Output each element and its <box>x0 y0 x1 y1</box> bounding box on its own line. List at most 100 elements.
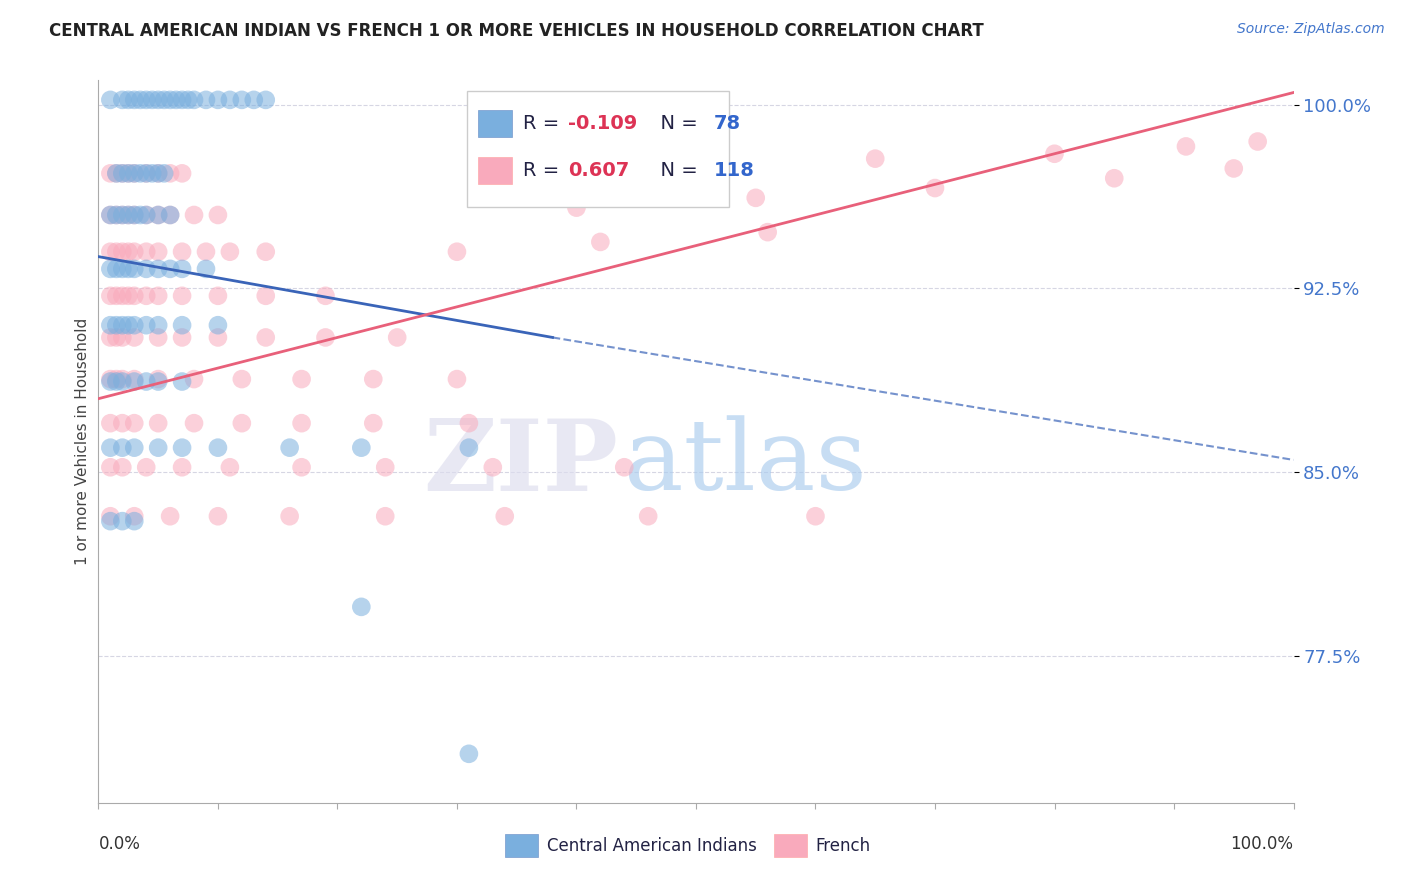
Point <box>111 166 134 180</box>
Point <box>374 509 396 524</box>
Point <box>219 460 242 475</box>
Point <box>98 375 122 389</box>
Point <box>172 441 194 455</box>
Point <box>685 159 707 173</box>
Point <box>291 460 314 475</box>
Point <box>135 244 157 259</box>
Point <box>124 261 146 276</box>
Point <box>804 509 827 524</box>
Point <box>135 375 157 389</box>
Point <box>111 166 134 180</box>
Point <box>124 441 146 455</box>
Point <box>98 166 122 180</box>
Point <box>135 318 157 333</box>
Text: Central American Indians: Central American Indians <box>547 838 756 855</box>
Point <box>159 208 181 222</box>
Point <box>153 166 176 180</box>
Point <box>172 244 194 259</box>
Point <box>105 166 128 180</box>
Point <box>172 330 194 344</box>
Point <box>135 261 157 276</box>
Point <box>117 208 139 222</box>
Point <box>111 416 134 430</box>
Point <box>183 416 205 430</box>
Point <box>117 289 139 303</box>
Point <box>159 261 181 276</box>
Point <box>278 509 301 524</box>
Point <box>1175 139 1198 153</box>
Point <box>117 244 139 259</box>
Point <box>124 372 146 386</box>
Point <box>124 208 146 222</box>
Point <box>207 318 229 333</box>
Point <box>254 93 277 107</box>
Text: French: French <box>815 838 870 855</box>
Point <box>117 208 139 222</box>
Point <box>111 441 134 455</box>
Point <box>494 509 516 524</box>
Text: ZIP: ZIP <box>423 415 619 512</box>
Point <box>111 375 134 389</box>
Point <box>98 244 122 259</box>
Point <box>124 208 146 222</box>
Point <box>98 509 122 524</box>
Point <box>637 509 659 524</box>
Point <box>148 318 170 333</box>
Point <box>98 261 122 276</box>
Point <box>148 372 170 386</box>
Text: N =: N = <box>648 114 704 133</box>
Point <box>458 441 481 455</box>
Point <box>111 208 134 222</box>
Point <box>183 93 205 107</box>
Point <box>195 93 218 107</box>
Point <box>148 375 170 389</box>
Point <box>589 235 612 249</box>
Point <box>135 208 157 222</box>
Point <box>243 93 266 107</box>
Point <box>135 166 157 180</box>
Point <box>219 244 242 259</box>
Point <box>458 416 481 430</box>
Point <box>363 416 385 430</box>
Point <box>117 318 139 333</box>
Point <box>148 166 170 180</box>
Text: 0.0%: 0.0% <box>98 835 141 854</box>
Point <box>124 416 146 430</box>
Point <box>219 93 242 107</box>
Point <box>481 460 505 475</box>
Point <box>111 208 134 222</box>
Point <box>207 208 229 222</box>
Point <box>111 330 134 344</box>
Point <box>1043 146 1066 161</box>
Point <box>111 261 134 276</box>
Point <box>172 261 194 276</box>
Point <box>141 166 163 180</box>
Point <box>207 289 229 303</box>
Point <box>129 208 152 222</box>
Point <box>98 514 122 528</box>
Point <box>148 416 170 430</box>
Point <box>172 93 194 107</box>
Point <box>105 244 128 259</box>
Point <box>374 460 396 475</box>
Point <box>231 93 253 107</box>
Point <box>148 289 170 303</box>
Point <box>98 289 122 303</box>
Point <box>148 166 170 180</box>
Point <box>135 289 157 303</box>
Point <box>315 289 337 303</box>
Point <box>183 372 205 386</box>
Point <box>135 93 157 107</box>
Point <box>124 375 146 389</box>
Point <box>148 261 170 276</box>
Text: 78: 78 <box>714 114 741 133</box>
Point <box>105 289 128 303</box>
Text: N =: N = <box>648 161 704 180</box>
Text: 0.607: 0.607 <box>568 161 630 180</box>
Point <box>207 330 229 344</box>
Point <box>231 372 253 386</box>
Point <box>177 93 200 107</box>
Point <box>530 166 553 180</box>
Point <box>254 244 277 259</box>
Bar <box>505 834 538 857</box>
